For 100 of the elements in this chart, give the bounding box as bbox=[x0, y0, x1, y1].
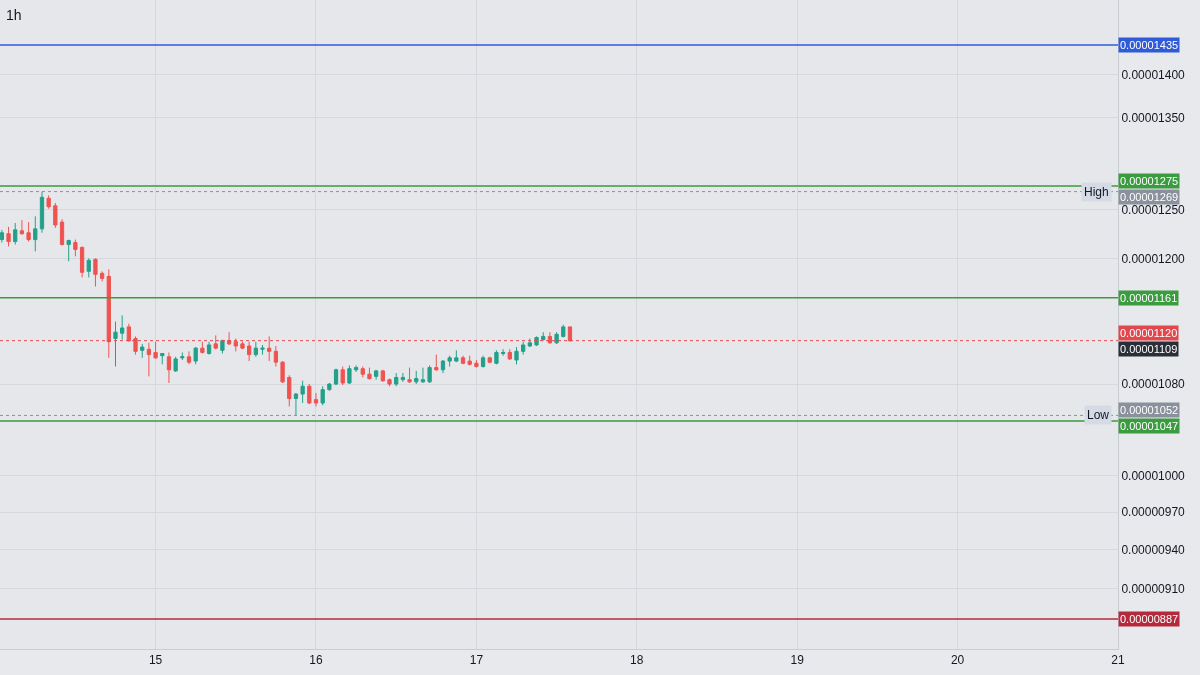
candlestick bbox=[213, 334, 218, 350]
y-tick-label: 0.00000970 bbox=[1121, 505, 1186, 520]
candlestick bbox=[280, 360, 285, 384]
ref-line-label: 0.00001435 bbox=[1120, 39, 1179, 51]
candlestick bbox=[220, 339, 225, 355]
candlestick bbox=[186, 350, 192, 365]
ref-line-label: 0.00001120 bbox=[1120, 327, 1178, 339]
candlestick bbox=[33, 215, 38, 252]
y-tick-label: 0.00001080 bbox=[1121, 377, 1186, 392]
candlestick bbox=[13, 222, 18, 245]
candlestick bbox=[146, 342, 152, 377]
ref-line-label: 0.00000887 bbox=[1120, 613, 1179, 625]
candlestick bbox=[434, 354, 439, 372]
x-tick-label: 17 bbox=[469, 653, 484, 668]
y-tick-label: 0.00001200 bbox=[1121, 251, 1186, 266]
candlestick bbox=[19, 219, 25, 236]
candlestick bbox=[86, 257, 91, 278]
ref-line-label: 0.00001269 bbox=[1120, 191, 1179, 203]
candlestick bbox=[140, 343, 145, 359]
x-tick-label: 18 bbox=[630, 653, 644, 668]
ref-line-label: 0.00001052 bbox=[1120, 404, 1179, 416]
y-tick-label: 0.00000910 bbox=[1121, 581, 1186, 596]
candlestick bbox=[173, 356, 178, 373]
candlestick bbox=[307, 383, 312, 405]
candlestick bbox=[394, 372, 399, 387]
candlestick bbox=[153, 341, 158, 360]
y-tick-label: 0.00001350 bbox=[1121, 110, 1186, 125]
candlestick bbox=[267, 335, 272, 362]
candlestick bbox=[427, 364, 432, 384]
ref-line-label: 0.00001275 bbox=[1120, 175, 1179, 187]
candlestick bbox=[327, 382, 332, 392]
candlestick bbox=[420, 367, 426, 383]
candlestick bbox=[567, 326, 573, 343]
candlestick bbox=[440, 359, 446, 374]
candlestick bbox=[507, 348, 512, 361]
candlestick bbox=[287, 374, 292, 407]
candlestick bbox=[340, 366, 345, 386]
candlestick bbox=[487, 356, 492, 364]
candlestick bbox=[407, 367, 412, 384]
candlestick bbox=[273, 345, 279, 368]
candlestick bbox=[6, 226, 11, 247]
candlestick bbox=[166, 351, 172, 384]
candlestick bbox=[494, 349, 499, 365]
x-tick-label: 15 bbox=[148, 653, 163, 668]
ref-line-label: 0.00001161 bbox=[1120, 292, 1178, 304]
candlestick bbox=[73, 239, 78, 257]
ref-line-label: 0.00001047 bbox=[1120, 420, 1179, 432]
candlestick bbox=[300, 380, 305, 404]
candlestick bbox=[180, 351, 185, 361]
candlestick bbox=[66, 239, 71, 262]
candlestick bbox=[200, 341, 205, 355]
candlestick bbox=[333, 368, 339, 386]
candlestick bbox=[253, 341, 258, 358]
candlestick bbox=[547, 331, 553, 345]
candlestick bbox=[460, 355, 466, 365]
candlestick bbox=[120, 314, 125, 341]
candlestick bbox=[514, 346, 519, 365]
x-tick-label: 16 bbox=[309, 653, 323, 668]
text: 1h bbox=[6, 6, 22, 23]
y-tick-label: 0.00001400 bbox=[1121, 67, 1186, 82]
candlestick bbox=[247, 341, 252, 362]
candlestick bbox=[0, 229, 5, 244]
candlestick bbox=[240, 341, 245, 350]
y-tick-label: 0.00000940 bbox=[1121, 542, 1186, 557]
candlestick bbox=[79, 245, 85, 278]
candlestick bbox=[521, 341, 526, 356]
candlestick bbox=[380, 369, 385, 383]
candlestick bbox=[233, 338, 238, 352]
candlestick bbox=[39, 191, 45, 234]
text: 0.00001109 bbox=[1120, 343, 1178, 355]
candlestick bbox=[541, 331, 546, 341]
candlestick bbox=[447, 355, 452, 368]
candlestick bbox=[561, 324, 566, 338]
candlestick bbox=[193, 346, 198, 365]
candlestick bbox=[126, 323, 131, 343]
candlestick bbox=[260, 344, 265, 356]
candlestick bbox=[400, 372, 406, 383]
x-tick-label: 21 bbox=[1111, 653, 1125, 668]
candlestick bbox=[360, 366, 365, 378]
candlestick bbox=[474, 359, 479, 369]
candlestick bbox=[313, 392, 319, 407]
candlestick bbox=[46, 194, 51, 210]
candlestick bbox=[353, 364, 359, 373]
candlestick bbox=[59, 218, 65, 246]
candlestick bbox=[480, 355, 486, 369]
candlestick bbox=[133, 335, 138, 356]
candlestick bbox=[26, 221, 31, 243]
x-tick-label: 19 bbox=[790, 653, 805, 668]
candlestick bbox=[293, 392, 299, 416]
candlestick bbox=[374, 369, 379, 381]
candlestick bbox=[206, 341, 212, 356]
candlestick bbox=[99, 270, 105, 282]
y-tick-label: 0.00001250 bbox=[1121, 202, 1186, 217]
candlestick bbox=[53, 202, 58, 229]
y-tick-label: 0.00001000 bbox=[1121, 469, 1186, 484]
annotation: High bbox=[1084, 185, 1109, 199]
candlestick bbox=[367, 367, 372, 381]
annotation: Low bbox=[1087, 408, 1110, 422]
x-tick-label: 20 bbox=[950, 653, 965, 668]
candlestick bbox=[554, 331, 559, 345]
